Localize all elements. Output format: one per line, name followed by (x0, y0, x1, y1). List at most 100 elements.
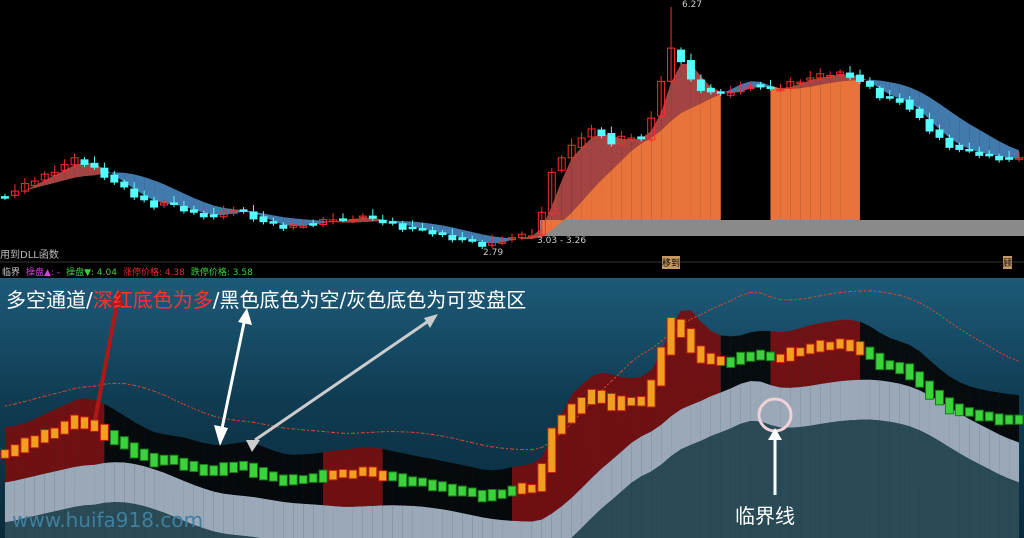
channel-fill (233, 442, 244, 496)
candle-body (975, 151, 984, 156)
critical-band (541, 513, 552, 538)
ma-band (999, 141, 1010, 158)
channel-fill (323, 450, 334, 506)
limit-line (909, 297, 920, 304)
indicator-block (666, 316, 676, 356)
lower-band (114, 502, 125, 538)
candle-body (527, 235, 536, 238)
channel-fill (303, 453, 314, 505)
critical-band (780, 387, 791, 428)
marker-1[interactable]: 移到 (662, 256, 681, 269)
critical-band (879, 380, 890, 422)
ma-band (492, 236, 503, 244)
candle-body (627, 137, 636, 140)
candle-body (965, 148, 974, 152)
ma-band (402, 221, 413, 227)
lower-band (979, 464, 990, 538)
indicator-block (487, 489, 497, 502)
critical-band (889, 381, 900, 424)
ma-band (362, 217, 373, 223)
ma-band (631, 138, 642, 151)
channel-fill (273, 450, 284, 502)
indicator-block (1014, 414, 1024, 425)
channel-fill (770, 331, 781, 388)
marker-2[interactable]: 顾 (1003, 256, 1013, 269)
candle-body (368, 215, 377, 219)
lower-band (939, 441, 950, 538)
limit-line (710, 304, 721, 310)
candle-body (378, 219, 387, 224)
critical-band (979, 424, 990, 470)
critical-band (124, 462, 135, 504)
arrow-head (214, 425, 228, 446)
indicator-block (159, 454, 169, 466)
lower-band (840, 420, 851, 538)
critical-band (651, 424, 662, 472)
candle-body (170, 202, 178, 205)
candle-body (677, 49, 685, 63)
critical-band (243, 495, 254, 537)
critical-band (820, 382, 831, 425)
candle-body (110, 174, 119, 183)
candle-body (597, 129, 606, 137)
candle-body (1015, 157, 1024, 160)
ma-band (323, 220, 334, 224)
orange-band (641, 138, 652, 220)
indicator-block (676, 318, 686, 338)
lower-band (144, 506, 155, 538)
channel-fill (432, 458, 443, 510)
indicator-block (129, 442, 139, 459)
channel-fill (591, 372, 602, 479)
critical-band (830, 381, 841, 423)
lower-band (959, 453, 970, 538)
indicator-block (587, 388, 597, 406)
lower-band (949, 447, 960, 538)
candle-body (985, 153, 994, 157)
indicator-block (935, 389, 944, 406)
candle-body (557, 157, 566, 171)
candle-body (259, 216, 268, 223)
candle-body (428, 230, 437, 235)
critical-band (561, 497, 572, 538)
indicator-block (557, 414, 567, 435)
critical-band (521, 521, 532, 538)
candle-body (348, 219, 357, 222)
ma-band (601, 133, 612, 180)
limit-line (44, 393, 55, 397)
lower-band (661, 456, 672, 538)
ma-band (263, 213, 274, 222)
limit-line (879, 291, 890, 294)
orange-band (710, 94, 721, 220)
lower-band (84, 504, 95, 538)
limit-line (869, 290, 880, 293)
channel-fill (492, 469, 503, 520)
indicator-block (398, 473, 408, 488)
critical-band (601, 460, 612, 509)
ma-band (173, 188, 184, 207)
candle-body (517, 233, 526, 239)
limit-line (849, 290, 860, 293)
critical-band (502, 519, 512, 538)
indicator-block (994, 413, 1004, 426)
orange-band (621, 150, 632, 220)
orange-band (551, 220, 562, 231)
buy-label: 操盘▲: - (26, 268, 61, 278)
lower-band (34, 513, 45, 538)
channel-fill (521, 463, 532, 522)
limit-line (143, 387, 155, 392)
candle-body (925, 119, 934, 132)
channel-fill (164, 434, 174, 477)
watermark: www.huifa918.com (12, 508, 204, 532)
limit-line (54, 390, 65, 395)
indicator-block (547, 427, 557, 473)
orange-band (571, 201, 582, 220)
limit-line (243, 420, 254, 423)
indicator-block (616, 395, 626, 412)
indicator-block (497, 489, 507, 499)
candle-body (239, 209, 248, 212)
indicator-name[interactable]: 临界 (2, 268, 21, 278)
ma-band (979, 129, 990, 155)
channel-fill (840, 319, 851, 382)
lower-band (919, 430, 930, 538)
candle-body (756, 84, 765, 88)
